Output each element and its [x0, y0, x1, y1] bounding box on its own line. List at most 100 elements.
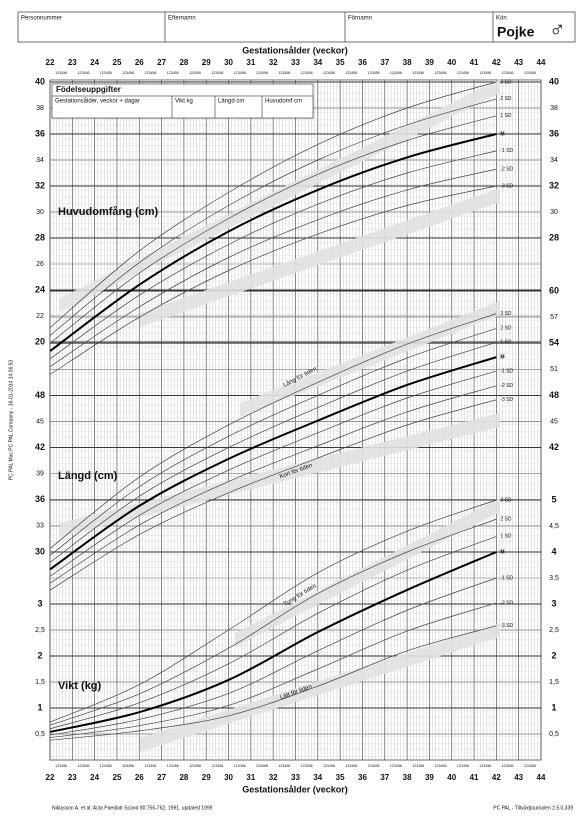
y-tick-label: 39: [36, 471, 44, 478]
day-labels: 123456: [234, 764, 246, 768]
y-tick-label: 40: [35, 76, 45, 86]
y-tick-label: 1,5: [549, 679, 559, 686]
day-labels: 123456: [323, 764, 335, 768]
sd-curve: [49, 536, 497, 730]
sd-curve: [49, 115, 497, 344]
x-tick-label: 44: [537, 58, 546, 67]
curve-label: -2 SD: [500, 166, 513, 172]
day-labels: 123456: [390, 71, 402, 75]
day-labels: 123456: [256, 764, 268, 768]
x-tick-label: 39: [425, 773, 434, 782]
x-tick-label: 40: [447, 773, 456, 782]
y-tick-label: 33: [36, 523, 44, 530]
x-tick-label: 28: [179, 58, 188, 67]
x-tick-label: 34: [313, 773, 322, 782]
sex: Pojke: [497, 24, 535, 40]
curve-label: 3 SD: [500, 79, 512, 85]
x-tick-label: 31: [246, 773, 255, 782]
birth-title: Födelseuppgifter: [56, 85, 121, 94]
sd-curve: [49, 150, 497, 360]
sd-curve: [49, 385, 497, 584]
day-labels: 123456: [256, 71, 268, 75]
x-tick-label: 33: [291, 773, 300, 782]
x-tick-label: 22: [46, 58, 55, 67]
curve-label: 2 SD: [500, 96, 512, 102]
x-tick-label: 27: [157, 773, 166, 782]
y-tick-label: 1: [37, 702, 42, 712]
y-tick-label: 1: [551, 702, 556, 712]
day-labels: 123456: [211, 764, 223, 768]
y-tick-label: 38: [550, 105, 558, 112]
day-labels: 123456: [55, 764, 67, 768]
curve-label: M: [500, 131, 504, 137]
sd-curve: [49, 551, 497, 733]
x-tick-label: 35: [336, 773, 345, 782]
y-tick-label: 48: [35, 390, 45, 400]
sd-curve: [49, 168, 497, 367]
y-tick-label: 20: [35, 336, 45, 346]
y-tick-label: 28: [35, 232, 45, 242]
birth-box: Födelseuppgifter Gestationsålder, veckor…: [51, 83, 314, 119]
y-tick-label: 45: [550, 418, 558, 425]
x-tick-label: 28: [179, 773, 188, 782]
y-tick-label: 36: [35, 128, 45, 138]
y-tick-label: 30: [550, 209, 558, 216]
y-tick-label: 38: [36, 105, 44, 112]
x-tick-label: 42: [492, 773, 501, 782]
day-labels: 123456: [368, 764, 380, 768]
day-labels: 123456: [189, 764, 201, 768]
y-tick-label: 34: [550, 157, 558, 164]
plot: 3 SD 2 SD 1 SD M -1 SD -2 SD -3 SD 3 SD 2 SD 1 SD…: [49, 79, 514, 741]
sd-curve: [49, 98, 497, 336]
curve-label: -3 SD: [500, 397, 513, 403]
x-tick-label: 31: [246, 58, 255, 67]
y-tick-label: 60: [549, 285, 559, 295]
day-labels: 123456: [144, 71, 156, 75]
day-labels: 123456: [323, 71, 335, 75]
day-labels: 123456: [368, 71, 380, 75]
field-label: Förnamn: [348, 16, 372, 22]
y-tick-label: 36: [35, 494, 45, 504]
birth-column: Huvudomf cm: [265, 99, 302, 105]
y-tick-label: 36: [549, 128, 559, 138]
y-tick-label: 22: [36, 313, 44, 320]
y-tick-label: 51: [550, 366, 558, 373]
header: Personnummer Efternamn Förnamn Kön Pojke…: [17, 11, 576, 43]
curve-label: 1 SD: [500, 340, 512, 346]
sd-curve: [49, 81, 497, 328]
side-text: PC PAL Mac PC PAL Company - 16-01-2014 1…: [8, 360, 14, 481]
day-labels: 123456: [479, 71, 491, 75]
y-tick-label: 54: [549, 338, 559, 348]
x-tick-label: 22: [46, 773, 55, 782]
x-tick-label: 37: [380, 773, 389, 782]
y-tick-label: 2: [551, 650, 556, 660]
y-tick-label: 0,5: [549, 731, 559, 738]
y-tick-label: 24: [35, 284, 45, 294]
sd-curve: [49, 518, 497, 726]
day-labels: 123456: [524, 764, 536, 768]
day-labels: 123456: [457, 71, 469, 75]
x-tick-label: 25: [113, 773, 122, 782]
day-labels: 123456: [524, 71, 536, 75]
x-tick-label: 40: [447, 58, 456, 67]
curve-label: -1 SD: [500, 368, 513, 374]
x-tick-label: 25: [113, 58, 122, 67]
y-tick-label: 32: [35, 180, 45, 190]
x-tick-label: 36: [358, 58, 367, 67]
x-tick-label: 26: [135, 773, 144, 782]
day-labels: 123456: [345, 764, 357, 768]
curve-label: -3 SD: [500, 183, 513, 189]
y-tick-label: 30: [36, 209, 44, 216]
y-tick-label: 1,5: [35, 679, 45, 686]
y-tick-label: 40: [549, 76, 559, 86]
y-tick-label: 26: [36, 261, 44, 268]
day-labels: 123456: [167, 71, 179, 75]
x-tick-label: 30: [224, 773, 233, 782]
day-labels: 123456: [77, 764, 89, 768]
y-tick-label: 28: [549, 232, 559, 242]
y-tick-label: 48: [549, 390, 559, 400]
y-tick-label: 2: [37, 650, 42, 660]
x-tick-label: 42: [492, 58, 501, 67]
sd-curve: [49, 328, 497, 556]
